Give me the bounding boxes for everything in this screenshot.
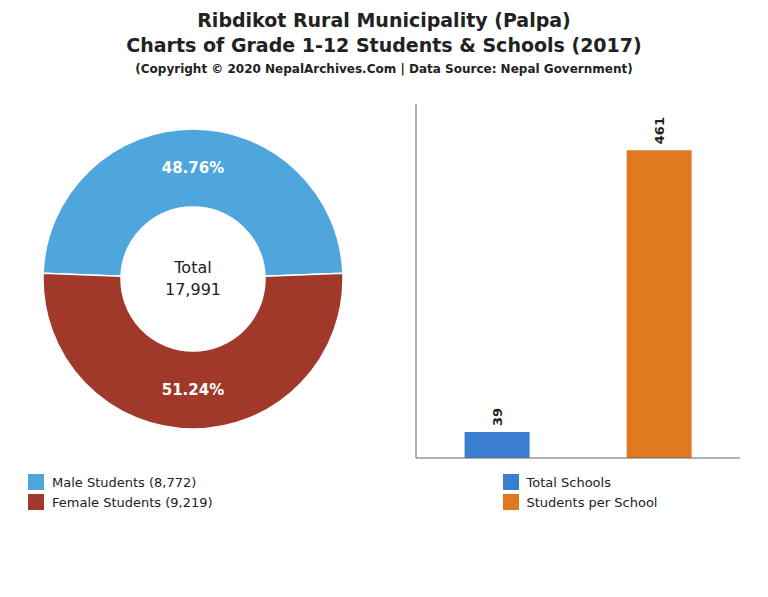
html-text:Students per School: Students per School xyxy=(526,494,658,510)
html-text:Ribdikot Rural Municipality (P: Ribdikot Rural Municipality (Palpa) xyxy=(197,9,571,31)
svg-text:461: 461 xyxy=(652,117,667,144)
html-text:Male Students (8,772): Male Students (8,772) xyxy=(52,474,197,490)
html-text:17,991: 17,991 xyxy=(165,280,221,299)
html-text:Charts of Grade 1-12 Students: Charts of Grade 1-12 Students & Schools … xyxy=(126,34,642,56)
svg-text:51.24%: 51.24% xyxy=(162,381,224,399)
html-text:Total: Total xyxy=(174,258,212,277)
svg-text:48.76%: 48.76% xyxy=(162,159,224,177)
html-text:(Copyright © 2020 NepalArchive: (Copyright © 2020 NepalArchives.Com | Da… xyxy=(135,62,633,76)
svg-text:39: 39 xyxy=(490,408,505,426)
html-text:Total Schools: Total Schools xyxy=(526,474,611,490)
html-text:Female Students (9,219): Female Students (9,219) xyxy=(52,494,213,510)
